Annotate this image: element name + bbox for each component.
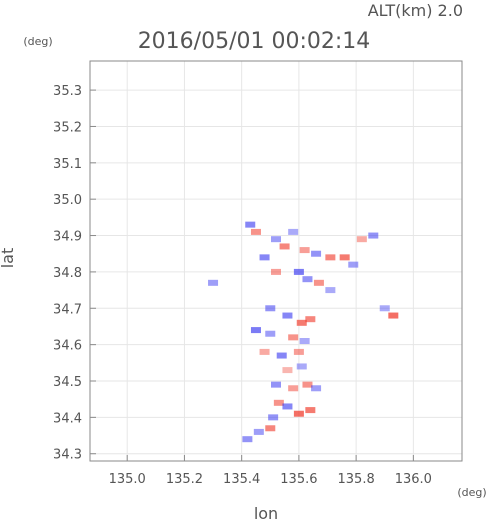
echo-cell: [273, 399, 284, 406]
echo-cell: [293, 348, 304, 355]
echo-cell: [325, 254, 336, 261]
echo-cell: [293, 410, 304, 417]
echo-cell: [302, 381, 313, 388]
echo-cell: [293, 268, 304, 275]
echo-cell: [356, 236, 367, 243]
y-tick-label: 34.7: [53, 302, 82, 317]
echo-cell: [282, 367, 293, 374]
grid-lines: [90, 61, 462, 461]
y-tick-label: 34.9: [53, 230, 82, 245]
y-unit-label: (deg): [23, 35, 52, 48]
echo-cell: [325, 287, 336, 294]
echo-cell: [299, 247, 310, 254]
x-tick-label: 135.6: [280, 472, 317, 487]
altitude-label: ALT(km) 2.0: [368, 1, 463, 20]
echo-cell: [271, 268, 281, 275]
y-axis-ticks: 34.3 34.4 34.5 34.6 34.7 34.8 34.9 35.0 35.1 35.2…: [53, 84, 96, 463]
echo-cell: [339, 254, 350, 261]
echo-cell: [313, 279, 324, 286]
y-tick-label: 34.4: [53, 411, 82, 426]
y-tick-label: 34.8: [53, 266, 82, 281]
y-tick-label: 34.3: [53, 448, 82, 463]
echo-cell: [259, 254, 270, 261]
echo-cell: [296, 319, 307, 326]
echo-cell: [305, 316, 316, 323]
y-axis-label: lat: [0, 248, 17, 269]
echo-cell: [302, 276, 313, 283]
echo-cell: [279, 243, 290, 250]
echo-cell: [299, 338, 310, 344]
plot-frame: [89, 60, 463, 462]
echo-cell: [253, 428, 264, 435]
y-tick-label: 34.5: [53, 375, 82, 390]
echo-cell: [288, 334, 299, 341]
echo-cell: [265, 425, 276, 432]
echo-cell: [271, 236, 281, 243]
y-tick-label: 34.6: [53, 339, 82, 354]
x-tick-label: 136.0: [395, 472, 432, 487]
echo-cell: [276, 352, 287, 359]
echo-cell: [288, 385, 299, 392]
echo-cell: [268, 414, 279, 421]
x-axis-ticks: 135.0 135.2 135.4 135.6 135.8 136.0: [109, 455, 432, 487]
echo-cell: [311, 250, 322, 257]
echo-cell: [245, 221, 256, 228]
echo-cell: [305, 407, 316, 414]
x-axis-label: lon: [254, 504, 278, 521]
echo-cell: [368, 232, 379, 239]
echo-cell: [250, 228, 261, 235]
x-unit-label: (deg): [457, 486, 486, 499]
x-tick-label: 135.8: [338, 472, 375, 487]
echo-cell: [271, 381, 281, 388]
echo-cell: [348, 261, 359, 268]
chart-title: 2016/05/01 00:02:14: [138, 29, 371, 54]
x-tick-label: 135.0: [109, 472, 146, 487]
echo-cell: [288, 228, 299, 235]
echo-cell: [282, 403, 293, 410]
echo-layer: [208, 221, 399, 443]
echo-cell: [242, 436, 253, 443]
echo-cell: [265, 330, 276, 337]
echo-cell: [208, 279, 219, 286]
echo-cell: [311, 385, 322, 392]
y-tick-label: 35.3: [53, 84, 82, 99]
x-tick-label: 135.4: [223, 472, 260, 487]
echo-cell: [250, 327, 261, 334]
echo-cell: [259, 348, 270, 355]
x-tick-label: 135.2: [166, 472, 203, 487]
echo-cell: [388, 312, 399, 319]
echo-cell: [379, 305, 390, 312]
echo-cell: [282, 312, 293, 319]
y-tick-label: 35.1: [53, 157, 82, 172]
y-tick-label: 35.0: [53, 193, 82, 208]
y-tick-label: 35.2: [53, 120, 82, 135]
echo-cell: [265, 305, 276, 312]
echo-cell: [296, 363, 307, 370]
